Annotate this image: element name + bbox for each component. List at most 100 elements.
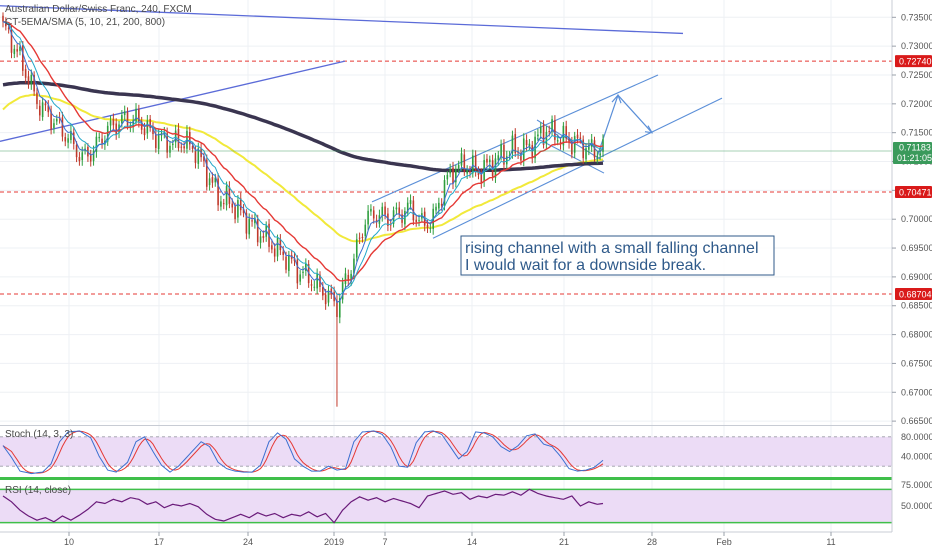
time-tick-label: 21 (559, 537, 569, 547)
candle-body (440, 203, 443, 206)
candle-body (602, 139, 604, 152)
time-axis[interactable]: 10 17 24 2019 7 14 21 28 Feb 11 (0, 531, 892, 550)
candle-body (353, 258, 355, 274)
candle-body (183, 146, 185, 149)
candle-body (188, 132, 191, 145)
candle-body (508, 154, 511, 156)
annotation-box[interactable]: rising channel with a small falling chan… (460, 235, 775, 276)
candle-body (324, 294, 327, 305)
candle-body (299, 274, 301, 282)
candle-body (537, 134, 539, 137)
candle-body (449, 169, 451, 174)
candle-body (149, 118, 151, 128)
candle-body (234, 206, 236, 220)
candle-body (387, 213, 389, 227)
candle-body (460, 153, 463, 166)
candle-body (539, 126, 542, 134)
candle-body (338, 298, 341, 318)
candle-body (313, 286, 316, 288)
price-level-badge (895, 287, 932, 300)
candle-body (38, 105, 41, 116)
candle-body (472, 155, 474, 174)
candle-body (194, 150, 197, 163)
candle-body (511, 135, 514, 154)
candle-body (95, 136, 98, 153)
candle-body (364, 224, 367, 237)
stoch-pane-bottom-bar (0, 477, 892, 480)
ema21-line (2, 20, 604, 282)
candle-body (273, 248, 276, 257)
candle-body (16, 49, 18, 52)
candle-body (336, 300, 338, 317)
candle-body (517, 152, 519, 154)
candle-body (288, 254, 290, 271)
candle-body (259, 236, 262, 243)
candle-body (191, 146, 194, 149)
candle-body (256, 219, 259, 243)
candle-body (203, 156, 205, 162)
candle-body (41, 102, 44, 118)
price-level-badge (895, 186, 932, 199)
candle-body (285, 256, 287, 270)
candle-body (463, 154, 466, 172)
symbol-title: Australian Dollar/Swiss Franc, 240, FXCM (5, 4, 192, 15)
annotation-line-1: rising channel with a small falling chan… (465, 240, 759, 257)
candle-body (579, 137, 582, 140)
candle-body (415, 219, 418, 222)
sma200-line (2, 93, 604, 243)
stoch-band-fill (0, 436, 892, 467)
time-tick-label: 11 (826, 537, 835, 547)
candle-body (109, 120, 112, 126)
price-tick-label: 0.72000 (901, 99, 932, 109)
time-tick-label: 24 (243, 537, 253, 547)
price-tick-label: 0.67500 (901, 358, 932, 368)
time-tick-label: 14 (467, 537, 477, 547)
candle-body (205, 159, 208, 187)
candle-body (452, 167, 454, 184)
main-price-pane (0, 0, 892, 532)
candle-body (5, 22, 7, 27)
candle-body (225, 186, 228, 206)
stoch-pane: Stoch (14, 3, 3) (0, 425, 892, 480)
candle-body (384, 206, 386, 215)
candle-body (488, 159, 491, 163)
candle-body (98, 136, 101, 139)
candle-body (146, 120, 149, 134)
long-descending-trendline (0, 5, 684, 35)
candle-body (282, 251, 284, 255)
annotation-frame (460, 235, 775, 276)
candle-body (7, 27, 10, 29)
candle-body (126, 112, 129, 126)
candle-body (138, 109, 140, 122)
candle-body (565, 126, 568, 139)
candle-body (101, 138, 103, 144)
candle-body (588, 145, 590, 150)
candle-body (50, 111, 52, 130)
candle-body (302, 271, 304, 273)
candle-body (296, 259, 299, 284)
candle-body (438, 202, 440, 209)
candle-body (395, 207, 398, 210)
current-countdown-label: 01:21:05 (897, 153, 932, 163)
candle-body (483, 160, 485, 182)
candle-body (217, 178, 219, 206)
price-tick-label: 0.73000 (901, 41, 932, 51)
candle-body (358, 237, 361, 239)
candle-body (486, 158, 488, 163)
candle-body (435, 206, 437, 211)
stoch-tick-label: 80.0000 (901, 432, 932, 442)
candle-body (469, 170, 471, 173)
candle-body (222, 203, 225, 205)
price-axis[interactable]: 0.735000.730000.725000.720000.715000.710… (891, 0, 932, 550)
price-tick-label: 0.68500 (901, 301, 932, 311)
candle-body (426, 224, 429, 229)
candle-body (166, 133, 168, 153)
candle-body (152, 127, 154, 135)
candle-body (534, 136, 536, 159)
rsi-band-fill (0, 489, 892, 523)
candle-body (497, 155, 500, 161)
candle-body (514, 133, 517, 154)
candle-body (157, 133, 160, 150)
candle-body (78, 157, 81, 162)
